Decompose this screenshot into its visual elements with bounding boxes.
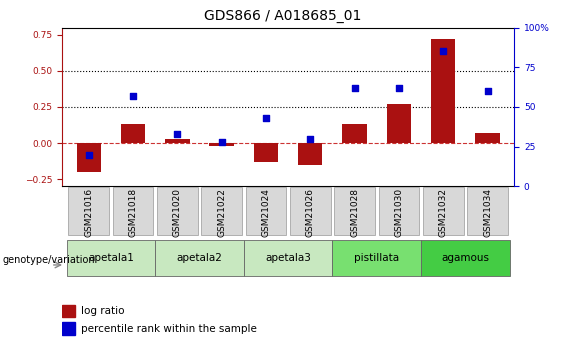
Bar	[298, 143, 323, 165]
FancyBboxPatch shape	[421, 240, 510, 276]
Point	[262, 115, 271, 121]
Bar	[342, 124, 367, 143]
Point	[128, 93, 137, 99]
Text: GSM21028: GSM21028	[350, 188, 359, 237]
Point	[439, 49, 448, 54]
Bar	[210, 143, 234, 146]
Text: GSM21032: GSM21032	[439, 188, 447, 237]
Text: GSM21022: GSM21022	[217, 188, 226, 237]
Bar	[254, 143, 278, 162]
Point	[394, 85, 403, 91]
Point	[84, 152, 93, 157]
Bar	[76, 143, 101, 172]
Text: pistillata: pistillata	[354, 253, 399, 263]
Text: GSM21018: GSM21018	[129, 188, 137, 237]
Point	[483, 88, 492, 94]
Text: log ratio: log ratio	[81, 306, 125, 316]
FancyBboxPatch shape	[67, 240, 155, 276]
Bar	[62, 305, 75, 317]
Bar	[431, 39, 455, 143]
Point	[306, 136, 315, 141]
Bar	[121, 124, 145, 143]
Point	[173, 131, 182, 137]
Bar	[62, 323, 75, 335]
Text: GSM21024: GSM21024	[262, 188, 271, 237]
Bar	[475, 133, 500, 143]
Text: percentile rank within the sample: percentile rank within the sample	[81, 324, 257, 334]
Bar	[165, 139, 189, 143]
FancyBboxPatch shape	[201, 187, 242, 235]
Text: GSM21030: GSM21030	[394, 188, 403, 237]
FancyBboxPatch shape	[157, 187, 198, 235]
FancyBboxPatch shape	[246, 187, 286, 235]
FancyBboxPatch shape	[68, 187, 109, 235]
Text: GSM21034: GSM21034	[483, 188, 492, 237]
FancyBboxPatch shape	[423, 187, 464, 235]
Text: genotype/variation: genotype/variation	[3, 256, 95, 265]
FancyBboxPatch shape	[332, 240, 421, 276]
Text: GSM21016: GSM21016	[84, 188, 93, 237]
Text: agamous: agamous	[441, 253, 489, 263]
FancyBboxPatch shape	[112, 187, 154, 235]
Bar	[387, 104, 411, 143]
Point	[350, 85, 359, 91]
Text: apetala2: apetala2	[177, 253, 223, 263]
Point	[217, 139, 226, 145]
FancyBboxPatch shape	[379, 187, 419, 235]
FancyBboxPatch shape	[467, 187, 508, 235]
Text: apetala1: apetala1	[88, 253, 134, 263]
Text: apetala3: apetala3	[265, 253, 311, 263]
FancyBboxPatch shape	[290, 187, 331, 235]
FancyBboxPatch shape	[244, 240, 332, 276]
Text: GDS866 / A018685_01: GDS866 / A018685_01	[204, 9, 361, 23]
FancyBboxPatch shape	[155, 240, 244, 276]
Text: GSM21026: GSM21026	[306, 188, 315, 237]
FancyBboxPatch shape	[334, 187, 375, 235]
Text: GSM21020: GSM21020	[173, 188, 182, 237]
